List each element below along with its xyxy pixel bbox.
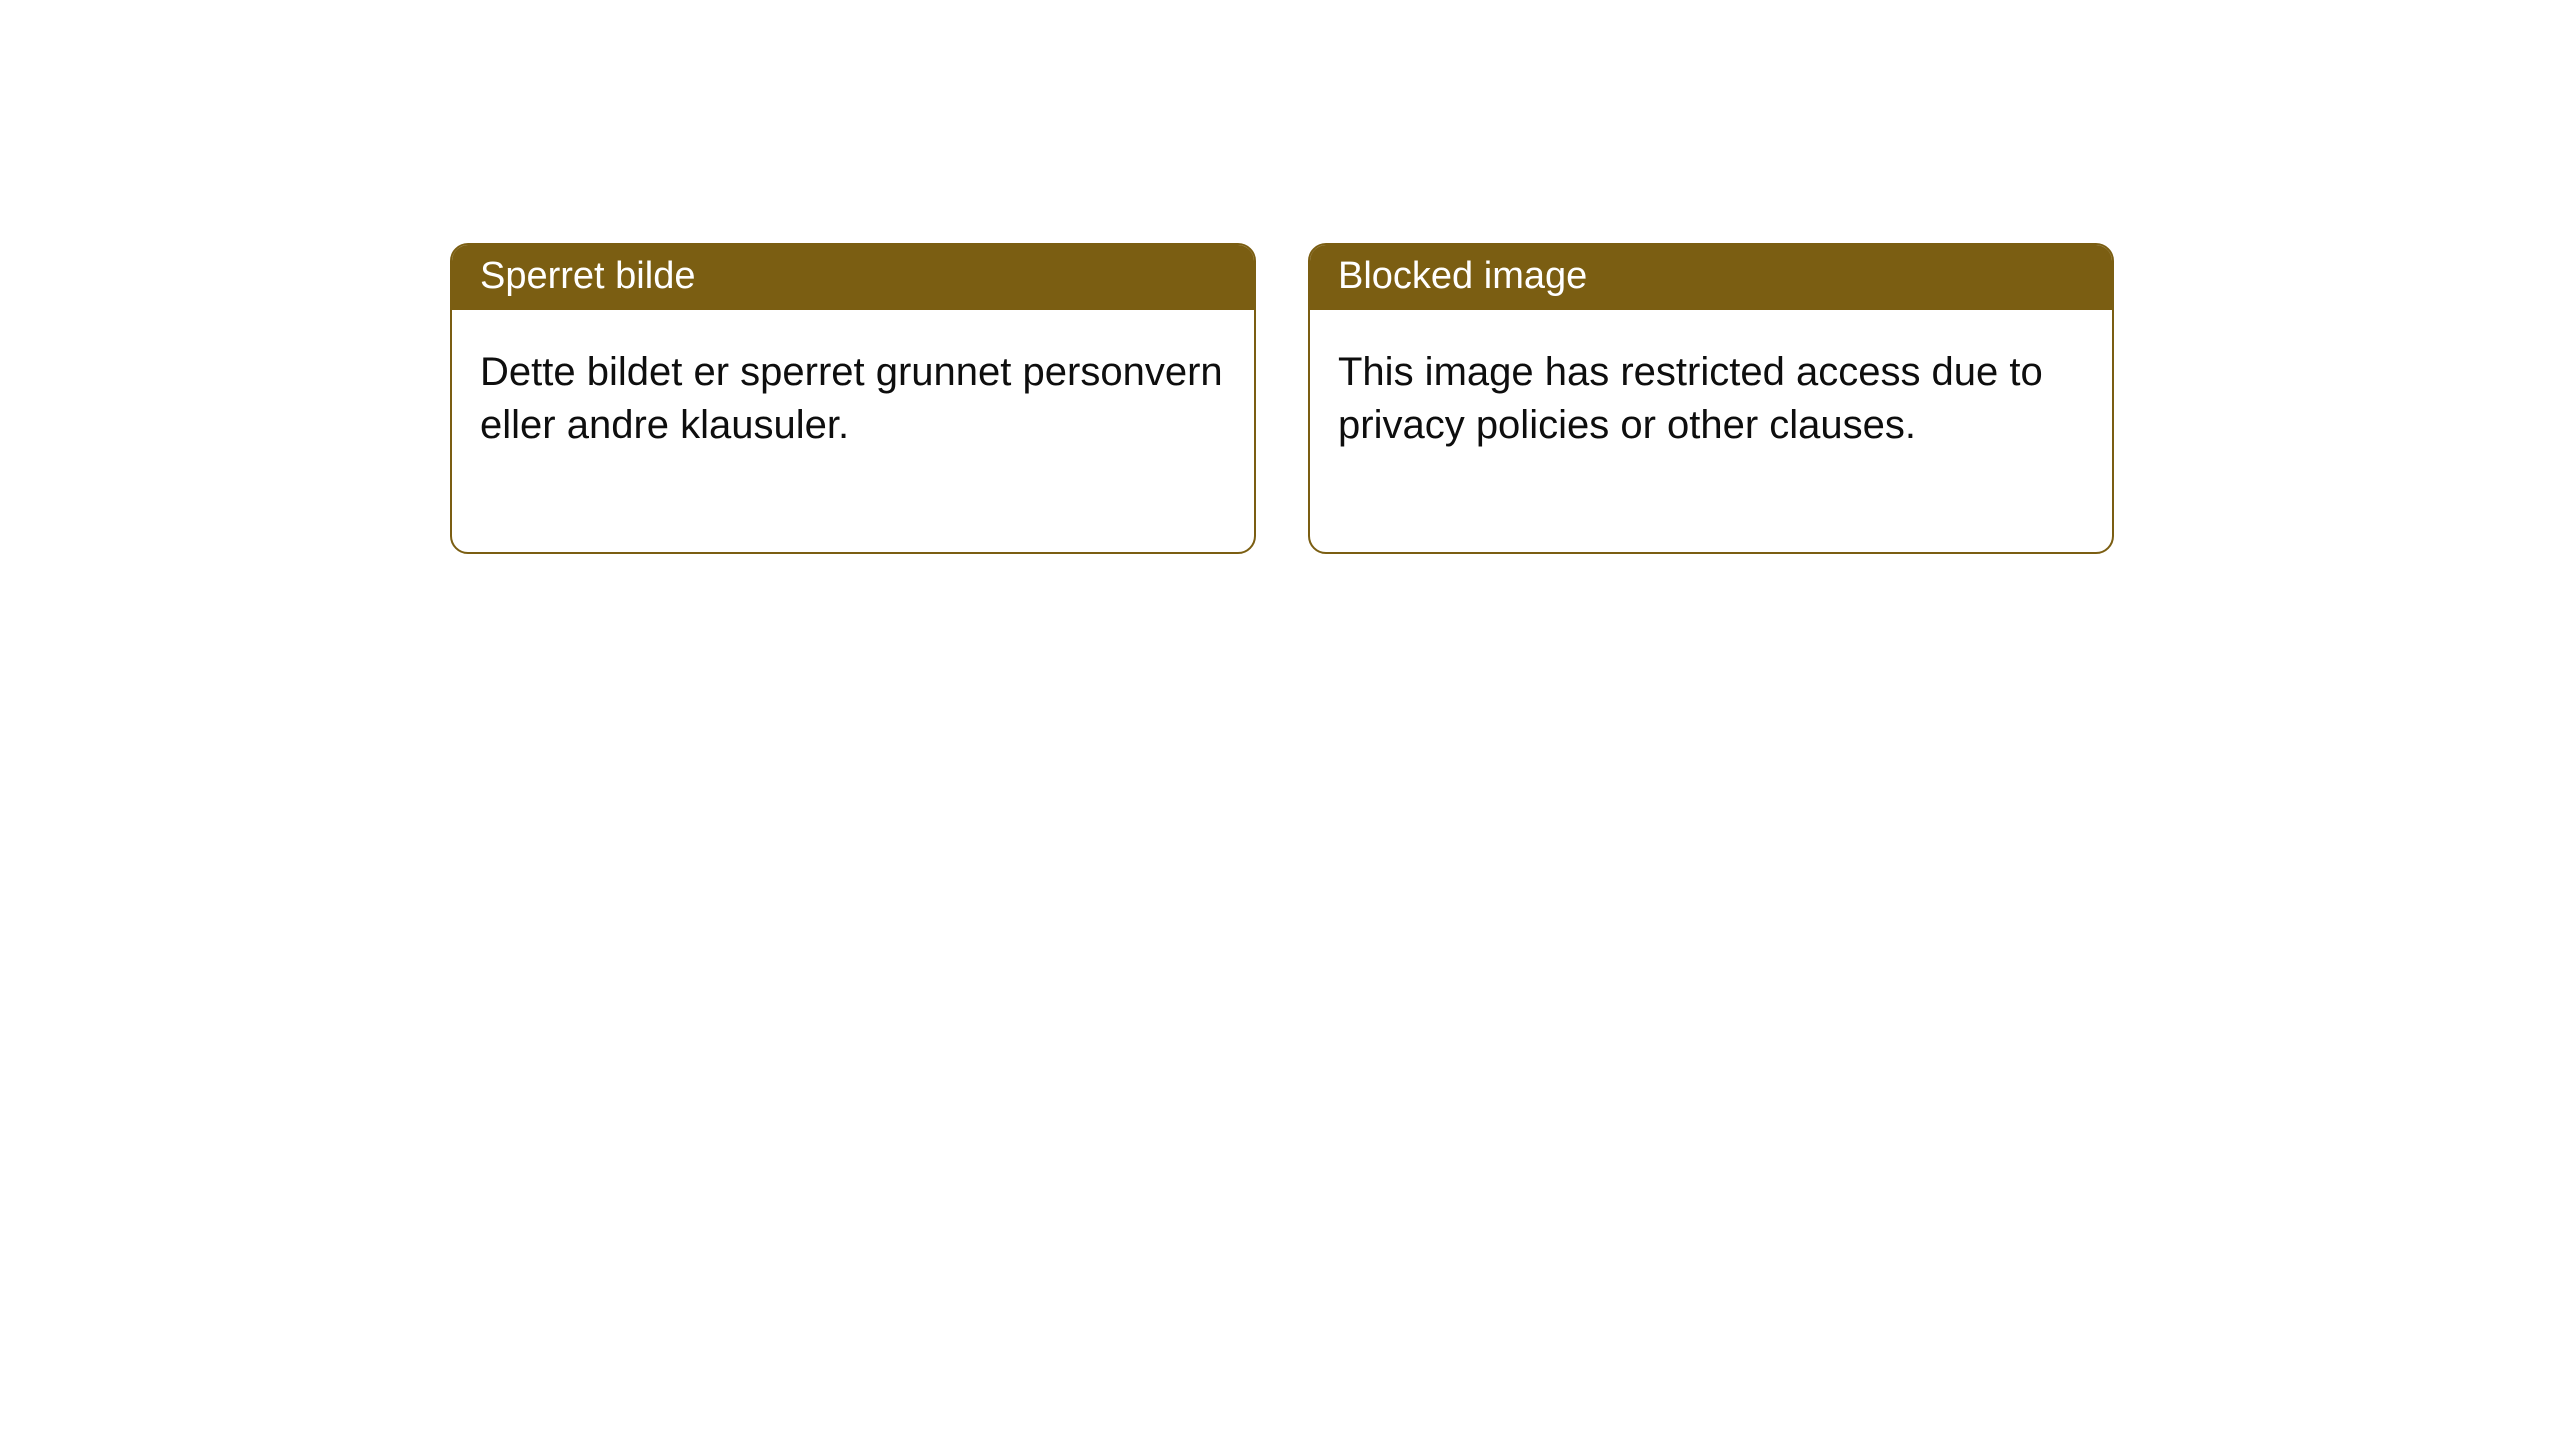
blocked-image-card-norwegian: Sperret bilde Dette bildet er sperret gr… — [450, 243, 1256, 554]
card-body-norwegian: Dette bildet er sperret grunnet personve… — [452, 310, 1254, 552]
blocked-image-card-english: Blocked image This image has restricted … — [1308, 243, 2114, 554]
cards-container: Sperret bilde Dette bildet er sperret gr… — [0, 0, 2560, 554]
card-body-english: This image has restricted access due to … — [1310, 310, 2112, 552]
card-header-norwegian: Sperret bilde — [452, 245, 1254, 310]
card-header-english: Blocked image — [1310, 245, 2112, 310]
